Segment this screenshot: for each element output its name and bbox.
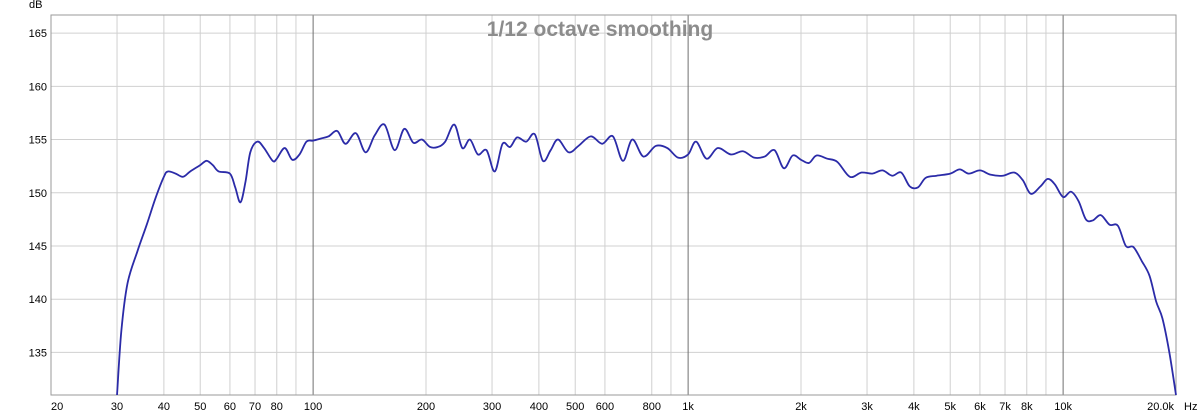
x-tick-label: 4k	[908, 401, 920, 413]
y-axis: 135 140 145 150 155 160 165	[29, 28, 47, 359]
x-tick-label: 20.0k	[1147, 401, 1174, 413]
series-layer	[116, 123, 1177, 396]
x-tick-label: 200	[417, 401, 435, 413]
x-tick-label: 600	[596, 401, 614, 413]
y-tick-label: 155	[29, 135, 47, 147]
x-tick-label: 20	[51, 401, 63, 413]
x-tick-label: 8k	[1021, 401, 1033, 413]
spl-response-line	[116, 123, 1177, 396]
y-axis-unit-label: dB	[29, 0, 42, 11]
x-tick-label: 80	[271, 401, 283, 413]
x-tick-label: 70	[249, 401, 261, 413]
x-tick-label: 10k	[1054, 401, 1072, 413]
grid-layer	[51, 15, 1176, 395]
x-tick-label: 800	[643, 401, 661, 413]
x-tick-label: 100	[304, 401, 322, 413]
x-tick-label: 3k	[861, 401, 873, 413]
y-tick-label: 150	[29, 188, 47, 200]
x-tick-label: 50	[194, 401, 206, 413]
x-tick-label: 5k	[944, 401, 956, 413]
y-tick-label: 140	[29, 294, 47, 306]
x-tick-label: 400	[530, 401, 548, 413]
x-tick-label: 7k	[999, 401, 1011, 413]
x-tick-label: 500	[566, 401, 584, 413]
plot-frame	[50, 14, 1177, 396]
x-tick-label: 1k	[682, 401, 694, 413]
y-tick-label: 165	[29, 28, 47, 40]
y-tick-label: 145	[29, 241, 47, 253]
y-tick-label: 135	[29, 347, 47, 359]
x-tick-label: 6k	[974, 401, 986, 413]
x-axis-unit-label: Hz	[1184, 401, 1197, 413]
chart-title: 1/12 octave smoothing	[487, 18, 713, 41]
x-tick-label: 40	[158, 401, 170, 413]
x-tick-label: 60	[224, 401, 236, 413]
x-axis: 20 30 40 50 60 70 80 100 200 300 400 500 600 800 1k 2k 3…	[51, 401, 1174, 413]
y-tick-label: 160	[29, 81, 47, 93]
x-tick-label: 2k	[795, 401, 807, 413]
x-tick-label: 300	[483, 401, 501, 413]
x-tick-label: 30	[111, 401, 123, 413]
